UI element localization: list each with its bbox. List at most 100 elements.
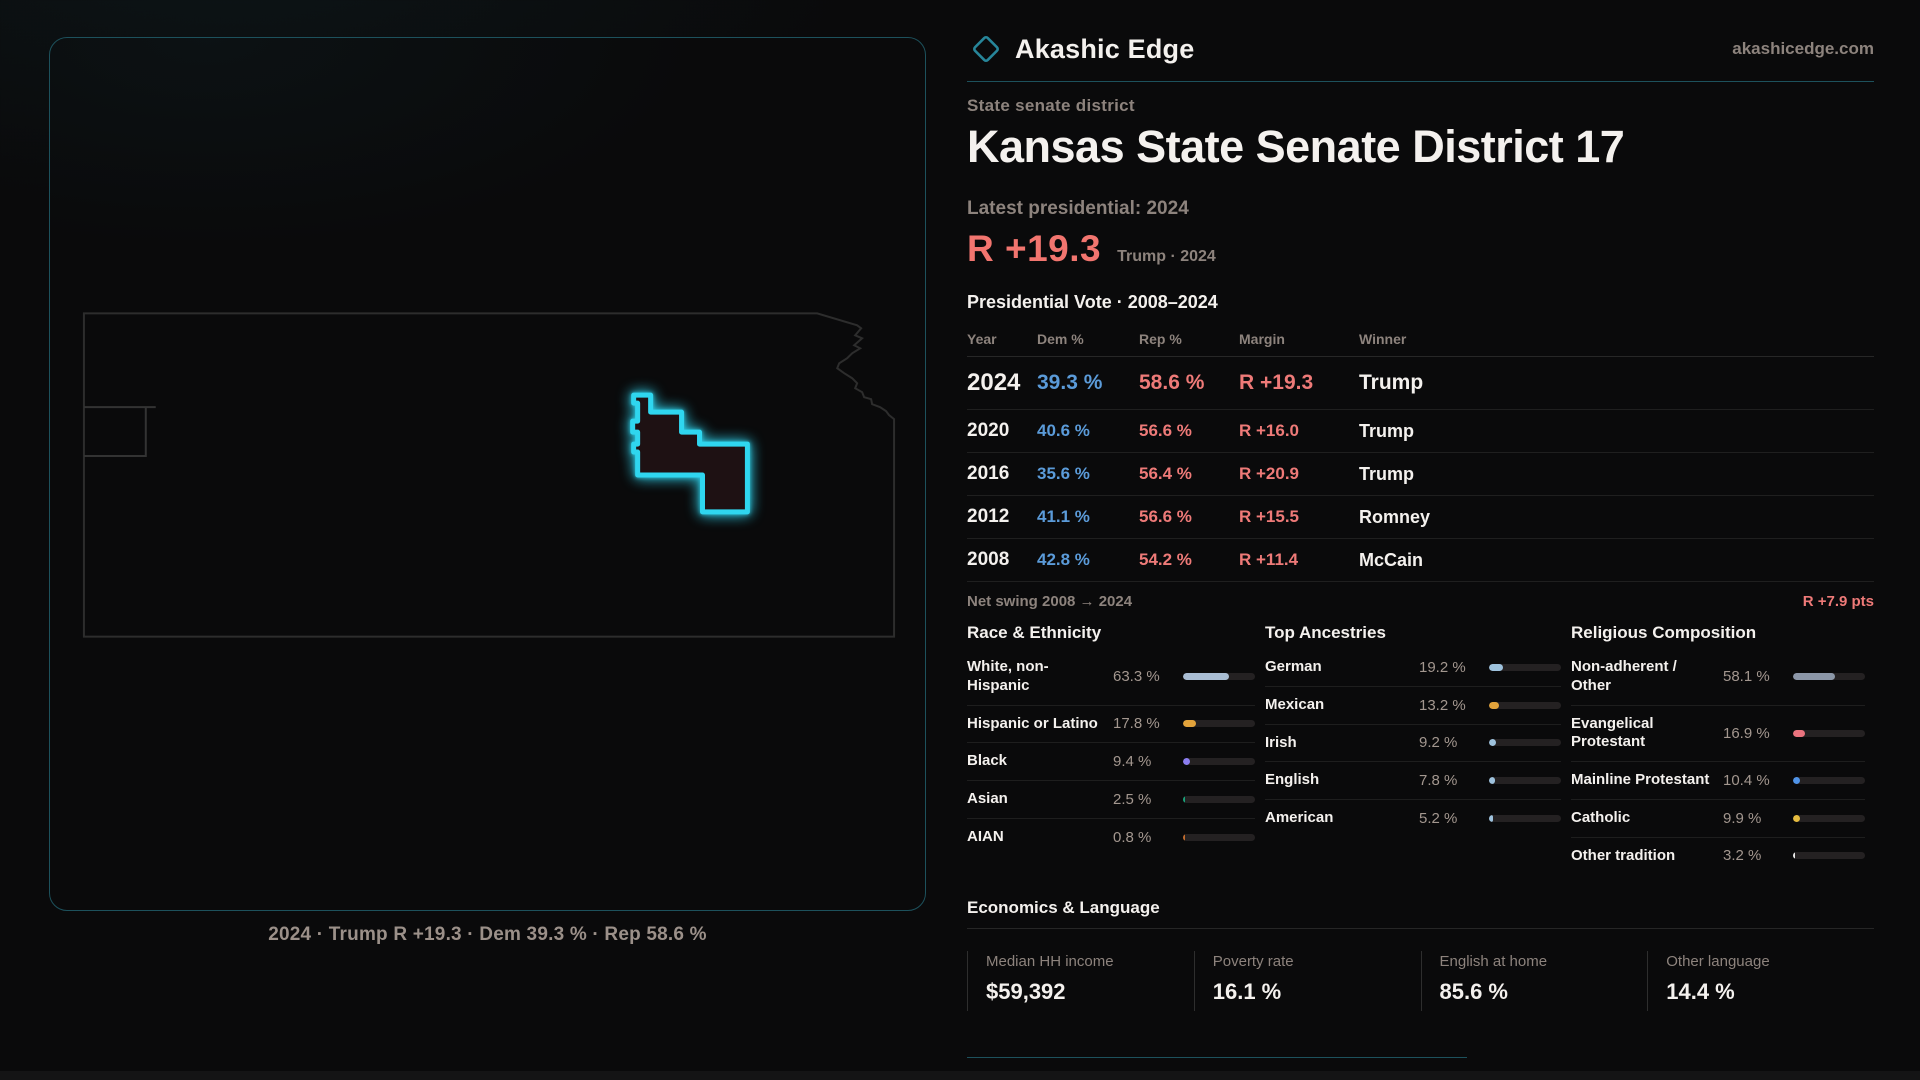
item-value: 9.2 %: [1419, 734, 1458, 752]
item-bar: [1793, 776, 1865, 784]
stat-other-language: Other language 14.4 %: [1647, 951, 1874, 1012]
item-label: Non-adherent / Other: [1571, 658, 1677, 694]
cell-rep: 54.2 %: [1139, 550, 1192, 569]
cell-dem: 35.6 %: [1037, 464, 1090, 483]
table-row: 2012 41.1 % 56.6 % R +15.5 Romney: [967, 496, 1874, 539]
item-label: Hispanic or Latino: [967, 714, 1098, 732]
cell-year: 2024: [967, 369, 1021, 396]
cell-year: 2016: [967, 463, 1010, 484]
bottom-edge-strip: [0, 1071, 1920, 1080]
item-label: Other tradition: [1571, 846, 1676, 864]
cell-winner: Trump: [1359, 420, 1415, 441]
item-label: German: [1265, 658, 1322, 675]
list-item: Other tradition 3.2 %: [1571, 836, 1865, 875]
list-item: Black 9.4 %: [967, 742, 1255, 780]
item-bar: [1793, 729, 1865, 737]
cell-rep: 56.6 %: [1139, 507, 1192, 526]
item-value: 16.9 %: [1723, 724, 1770, 742]
brand-site-link[interactable]: akashicedge.com: [1732, 39, 1874, 58]
item-value: 2.5 %: [1113, 790, 1152, 808]
list-item: AIAN 0.8 %: [967, 817, 1255, 856]
brand-name: Akashic Edge: [1015, 33, 1195, 64]
economics-stats: Median HH income $59,392 Poverty rate 16…: [967, 951, 1874, 1012]
list-item: English 7.8 %: [1265, 761, 1561, 799]
section-title: Religious Composition: [1571, 623, 1757, 642]
cell-year: 2012: [967, 506, 1010, 527]
col-winner: Winner: [1359, 331, 1407, 347]
item-label: Asian: [967, 790, 1008, 807]
cell-margin: R +11.4: [1239, 550, 1299, 569]
section-title: Top Ancestries: [1265, 623, 1386, 642]
cell-dem: 41.1 %: [1037, 507, 1090, 526]
net-swing-label: Net swing 2008 → 2024: [967, 593, 1133, 610]
economics-title: Economics & Language: [967, 898, 1160, 918]
brand-header: Akashic Edge akashicedge.com: [967, 26, 1874, 72]
kansas-map: [82, 312, 896, 638]
item-value: 58.1 %: [1723, 668, 1770, 686]
latest-margin-context: Trump · 2024: [1117, 248, 1216, 265]
district-17-shape[interactable]: [630, 392, 750, 515]
item-bar: [1183, 795, 1255, 803]
cell-winner: McCain: [1359, 549, 1424, 570]
list-item: White, non-Hispanic 63.3 %: [967, 649, 1255, 705]
section-title: Race & Ethnicity: [967, 623, 1102, 642]
stat-label: Median HH income: [986, 953, 1114, 971]
cell-margin: R +19.3: [1239, 371, 1314, 394]
item-label: Irish: [1265, 733, 1297, 751]
item-bar: [1793, 814, 1865, 822]
item-bar: [1489, 777, 1561, 785]
col-margin: Margin: [1239, 331, 1285, 347]
cell-winner: Trump: [1359, 371, 1424, 394]
district-report: Akashic Edge akashicedge.com State senat…: [967, 26, 1874, 1080]
list-item: Mexican 13.2 %: [1265, 685, 1561, 724]
pv-table-title: Presidential Vote · 2008–2024: [967, 292, 1218, 312]
cell-dem: 39.3 %: [1037, 371, 1103, 394]
item-value: 13.2 %: [1419, 696, 1466, 714]
table-row: 2008 42.8 % 54.2 % R +11.4 McCain: [967, 539, 1874, 582]
district-type-kicker: State senate district: [967, 96, 1135, 115]
cell-margin: R +20.9: [1239, 464, 1300, 483]
list-item: Asian 2.5 %: [967, 780, 1255, 818]
item-bar: [1183, 833, 1255, 841]
footer-divider: [967, 1057, 1467, 1059]
item-bar: [1489, 701, 1561, 709]
table-row: 2016 35.6 % 56.4 % R +20.9 Trump: [967, 453, 1874, 496]
item-value: 10.4 %: [1723, 771, 1770, 789]
list-item: Non-adherent / Other 58.1 %: [1571, 649, 1865, 705]
list-item: Mainline Protestant 10.4 %: [1571, 761, 1865, 799]
cell-margin: R +15.5: [1239, 507, 1300, 526]
item-bar: [1183, 720, 1255, 728]
item-label: White, non-Hispanic: [967, 658, 1049, 694]
stat-value: $59,392: [986, 979, 1066, 1005]
item-label: Black: [967, 752, 1008, 770]
item-bar: [1489, 814, 1561, 822]
table-row: 2020 40.6 % 56.6 % R +16.0 Trump: [967, 410, 1874, 453]
item-value: 63.3 %: [1113, 668, 1160, 686]
cell-rep: 58.6 %: [1139, 371, 1205, 394]
item-value: 9.4 %: [1113, 753, 1152, 771]
item-bar: [1489, 739, 1561, 747]
map-caption: 2024 · Trump R +19.3 · Dem 39.3 % · Rep …: [268, 924, 707, 945]
col-year: Year: [967, 331, 997, 347]
item-label: English: [1265, 771, 1320, 789]
pv-table-header: Year Dem % Rep % Margin Winner: [967, 325, 1874, 357]
latest-presidential-label: Latest presidential: 2024: [967, 198, 1189, 219]
col-dem: Dem %: [1037, 331, 1084, 347]
list-item: American 5.2 %: [1265, 799, 1561, 837]
race-ethnicity-column: Race & Ethnicity White, non-Hispanic 63.…: [967, 623, 1255, 874]
item-bar: [1793, 673, 1865, 681]
presidential-vote-table: Year Dem % Rep % Margin Winner 2024 39.3…: [967, 325, 1874, 582]
list-item: German 19.2 %: [1265, 649, 1561, 686]
item-label: AIAN: [967, 827, 1004, 845]
map-inset-box: [83, 406, 156, 458]
col-rep: Rep %: [1139, 331, 1182, 347]
cell-dem: 42.8 %: [1037, 550, 1090, 569]
cell-margin: R +16.0: [1239, 421, 1300, 440]
stat-value: 85.6 %: [1439, 979, 1509, 1005]
net-swing-row: Net swing 2008 → 2024 R +7.9 pts: [967, 582, 1874, 619]
diamond-icon: [973, 36, 999, 62]
item-bar: [1489, 663, 1561, 671]
cell-rep: 56.6 %: [1139, 421, 1192, 440]
item-value: 17.8 %: [1113, 715, 1160, 733]
stat-label: English at home: [1439, 953, 1548, 971]
